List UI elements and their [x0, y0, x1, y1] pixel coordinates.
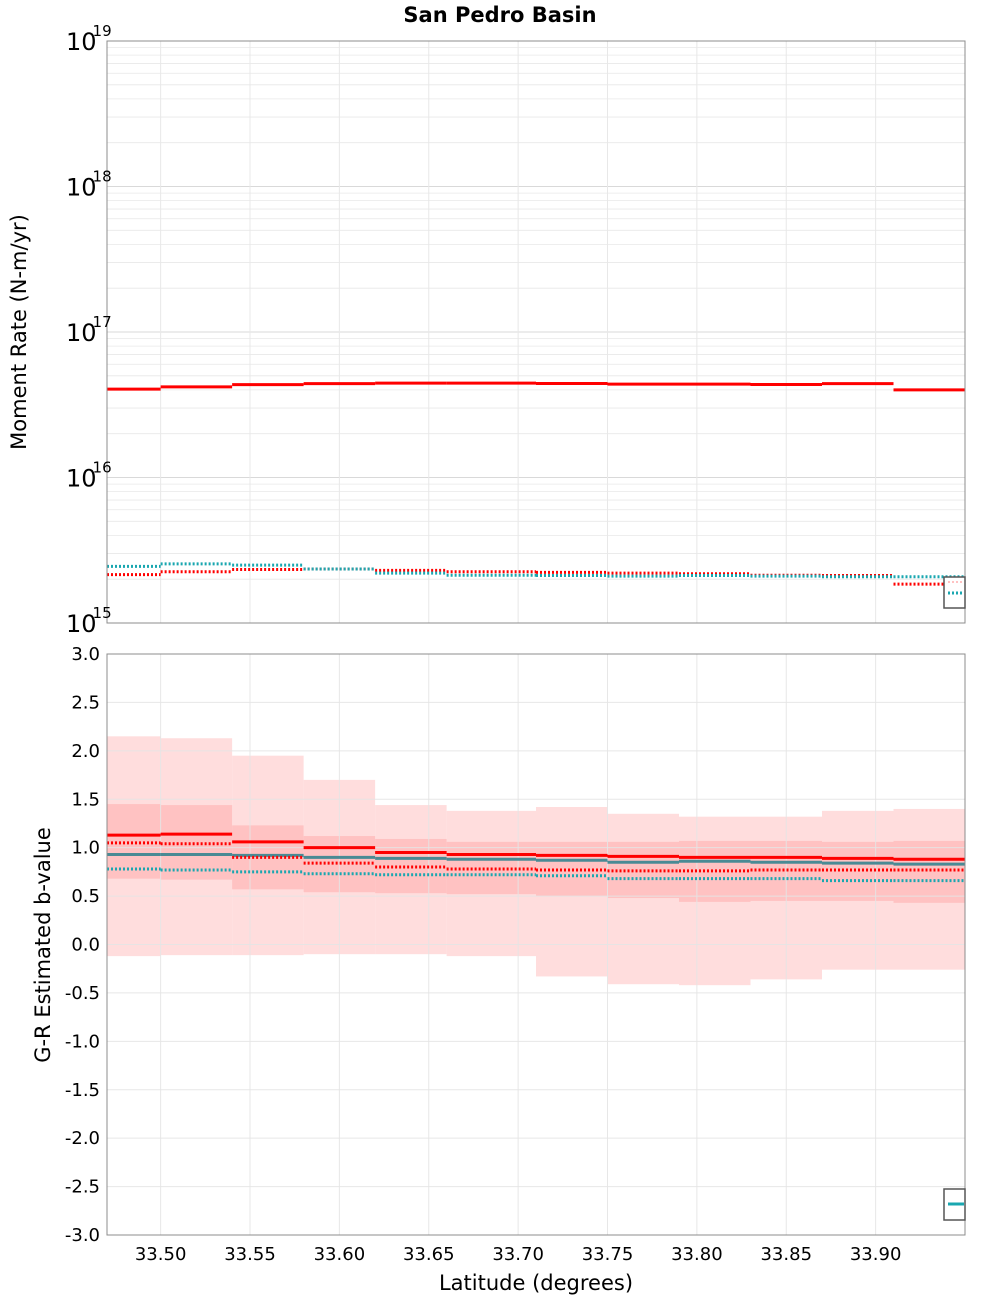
- y-tick-base: 10: [66, 319, 97, 347]
- inner-confidence-band-segment: [232, 825, 304, 890]
- x-tick-label: 33.55: [224, 1244, 276, 1265]
- b-value-panel: -3.0 -2.5 -2.0 -1.5 -1.0 -0.5 0.0 0.5 1.0 1.5 2.0 2…: [31, 644, 966, 1295]
- moment-rate-frame: [106, 40, 966, 624]
- x-tick-label: 33.80: [671, 1244, 723, 1265]
- y-tick-exponent: 17: [93, 313, 112, 331]
- inner-confidence-band-segment: [822, 841, 894, 901]
- b-value-frame: [106, 653, 966, 1236]
- x-tick-label: 33.85: [760, 1244, 812, 1265]
- y-tick-base: 10: [66, 28, 97, 56]
- y-tick-exponent: 19: [93, 22, 112, 40]
- x-tick-label: 33.50: [135, 1244, 187, 1265]
- y-tick-label: -3.0: [65, 1225, 100, 1246]
- y-tick-label: 1016: [66, 459, 112, 493]
- inner-confidence-band-segment: [893, 840, 965, 903]
- inner-confidence-band-segment: [679, 840, 751, 902]
- y-tick-exponent: 18: [93, 168, 112, 186]
- y-tick-base: 10: [66, 465, 97, 493]
- b-value-series: [107, 832, 965, 883]
- outer-confidence-band-segment: [607, 813, 679, 985]
- y-tick-label: 3.0: [71, 644, 100, 665]
- moment-rate-grid: [107, 41, 965, 623]
- y-tick-label: 2.0: [71, 741, 100, 762]
- x-axis-label: Latitude (degrees): [439, 1271, 633, 1295]
- chart-title: San Pedro Basin: [403, 3, 596, 27]
- x-tick-label: 33.90: [850, 1244, 902, 1265]
- y-tick-label: 1.5: [71, 789, 100, 810]
- y-tick-base: 10: [66, 610, 97, 638]
- y-tick-exponent: 16: [93, 459, 112, 477]
- inner-confidence-band-segment: [160, 805, 233, 880]
- y-tick-label: 1015: [66, 604, 112, 638]
- x-tick-label: 33.70: [492, 1244, 544, 1265]
- y-tick-label: -0.5: [65, 983, 100, 1004]
- x-tick-label: 33.65: [403, 1244, 455, 1265]
- moment-rate-series: [107, 381, 965, 586]
- y-tick-label: 0.0: [71, 935, 100, 956]
- y-tick-label: -1.5: [65, 1080, 100, 1101]
- y-tick-exponent: 15: [93, 604, 112, 622]
- y-tick-base: 10: [66, 174, 97, 202]
- moment-rate-legend: [943, 576, 966, 609]
- y-tick-label: 1018: [66, 168, 112, 202]
- y-tick-label: 1.0: [71, 838, 100, 859]
- y-tick-label: -1.0: [65, 1031, 100, 1052]
- y-tick-label: 1019: [66, 22, 112, 56]
- x-tick-label: 33.75: [582, 1244, 634, 1265]
- b-value-y-axis-label: G-R Estimated b-value: [31, 827, 55, 1063]
- inner-confidence-band-segment: [536, 841, 608, 897]
- y-tick-label: -2.5: [65, 1177, 100, 1198]
- b-value-y-ticks: -3.0 -2.5 -2.0 -1.5 -1.0 -0.5 0.0 0.5 1.0 1.5 2.0 2…: [65, 644, 100, 1246]
- y-tick-label: 0.5: [71, 886, 100, 907]
- b-value-x-ticks: 33.50 33.55 33.60 33.65 33.70 33.75 33.80 33.85…: [135, 1244, 902, 1265]
- y-tick-label: 1017: [66, 313, 112, 347]
- x-tick-label: 33.60: [314, 1244, 366, 1265]
- y-tick-label: -2.0: [65, 1128, 100, 1149]
- inner-confidence-band-segment: [607, 841, 679, 899]
- moment-rate-y-axis-label: Moment Rate (N-m/yr): [7, 214, 31, 450]
- y-tick-label: 2.5: [71, 692, 100, 713]
